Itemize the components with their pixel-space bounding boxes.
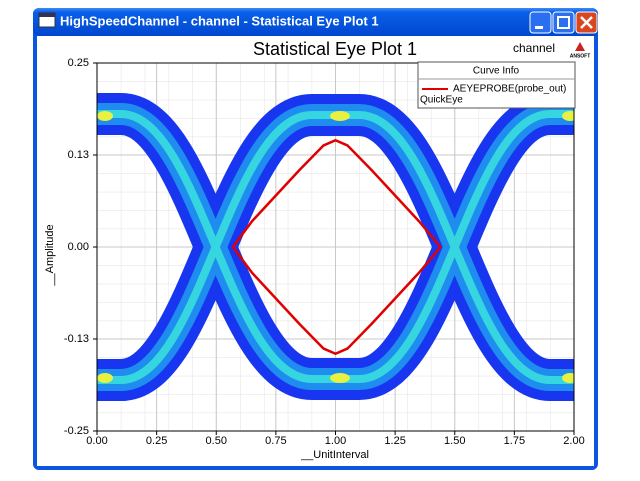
- y-tick-label: -0.25: [64, 425, 89, 437]
- legend-title: Curve Info: [473, 66, 520, 77]
- legend: Curve Info AEYEPROBE(probe_out) QuickEye: [417, 61, 576, 109]
- x-tick-label: 0.50: [206, 435, 227, 447]
- x-tick-label: 2.00: [563, 435, 584, 447]
- series-line: [231, 139, 442, 355]
- y-tick-label: 0.00: [68, 241, 89, 253]
- chart-subtitle: channel: [513, 41, 555, 55]
- ticks: -0.25 -0.13 0.00 0.13 0.25 0.00 0.25 0.50 0.75 1.…: [64, 57, 585, 447]
- y-tick-label: -0.13: [64, 333, 89, 345]
- x-tick-label: 1.25: [384, 435, 405, 447]
- x-tick-label: 1.50: [444, 435, 465, 447]
- minimize-button[interactable]: [529, 11, 552, 34]
- x-tick-label: 0.75: [265, 435, 286, 447]
- x-tick-label: 1.00: [325, 435, 346, 447]
- title-bar: [33, 8, 598, 36]
- x-tick-label: 0.00: [86, 435, 107, 447]
- x-tick-label: 1.75: [504, 435, 525, 447]
- logo: ANSOFT: [570, 53, 591, 59]
- x-tick-label: 0.25: [146, 435, 167, 447]
- window-icon-bar: [39, 13, 55, 17]
- minimize-icon: [535, 26, 543, 29]
- maximize-button[interactable]: [552, 11, 575, 34]
- chart-title: Statistical Eye Plot 1: [253, 39, 417, 59]
- marks: [231, 139, 442, 355]
- y-tick-label: 0.13: [68, 149, 89, 161]
- y-tick-label: 0.25: [68, 57, 89, 69]
- eye-hotspots: [97, 111, 574, 383]
- close-icon: [580, 16, 593, 29]
- legend-box: [417, 61, 576, 109]
- legend-note: QuickEye: [420, 95, 463, 106]
- legend-entry: AEYEPROBE(probe_out): [453, 84, 566, 95]
- y-axis-label: __Amplitude: [44, 224, 56, 286]
- eye-density: [97, 93, 574, 401]
- logo-icon: [575, 42, 585, 51]
- maximize-icon: [557, 16, 570, 29]
- x-axis-label: __UnitInterval: [300, 449, 369, 461]
- window-title: HighSpeedChannel - channel - Statistical…: [60, 13, 379, 28]
- window-buttons: [529, 11, 598, 34]
